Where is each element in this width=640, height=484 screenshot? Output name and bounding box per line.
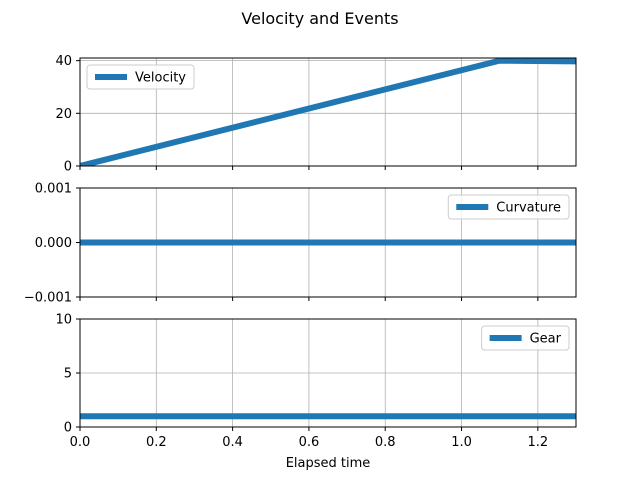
y-tick-label: −0.001 bbox=[24, 291, 72, 306]
legend-label: Gear bbox=[530, 332, 562, 347]
y-tick-label: 20 bbox=[55, 107, 72, 122]
legend-box bbox=[481, 325, 570, 351]
y-tick-label: 0.000 bbox=[35, 236, 72, 251]
axes-frame bbox=[79, 57, 577, 167]
x-tick-label: 1.0 bbox=[451, 435, 472, 450]
legend-label: Curvature bbox=[496, 201, 561, 216]
y-tick-label: 40 bbox=[55, 54, 72, 69]
legend-box bbox=[86, 64, 195, 90]
y-tick-label: 5 bbox=[64, 367, 72, 382]
legend-gear: Gear bbox=[481, 325, 570, 351]
y-tick-label: 10 bbox=[55, 313, 72, 328]
panel-3: 0 5 10 0.0 0.2 0.4 0.6 0.8 1.0 1.2 Gear bbox=[55, 313, 577, 450]
x-tick-label: 0.8 bbox=[375, 435, 396, 450]
legend-curvature: Curvature bbox=[447, 194, 570, 220]
x-tick-label: 1.2 bbox=[528, 435, 549, 450]
panels-group: 0 20 40 Velocity −0.001 0.000 0.001 Curvature 0 5… bbox=[24, 54, 577, 450]
legend-box bbox=[447, 194, 570, 220]
x-tick-label: 0.4 bbox=[222, 435, 243, 450]
x-tick-label: 0.6 bbox=[299, 435, 320, 450]
panel-2: −0.001 0.000 0.001 Curvature bbox=[24, 182, 577, 306]
x-axis-label: Elapsed time bbox=[286, 456, 371, 471]
y-tick-label: 0 bbox=[64, 421, 72, 436]
legend-label: Velocity bbox=[135, 71, 186, 86]
x-tick-label: 0.0 bbox=[70, 435, 91, 450]
y-tick-label: 0 bbox=[64, 160, 72, 175]
chart-title: Velocity and Events bbox=[241, 9, 398, 28]
x-tick-label: 0.2 bbox=[146, 435, 167, 450]
series-line-velocity bbox=[80, 58, 576, 166]
legend-velocity: Velocity bbox=[86, 64, 195, 90]
y-tick-label: 0.001 bbox=[35, 182, 72, 197]
panel-1: 0 20 40 Velocity bbox=[55, 54, 577, 175]
